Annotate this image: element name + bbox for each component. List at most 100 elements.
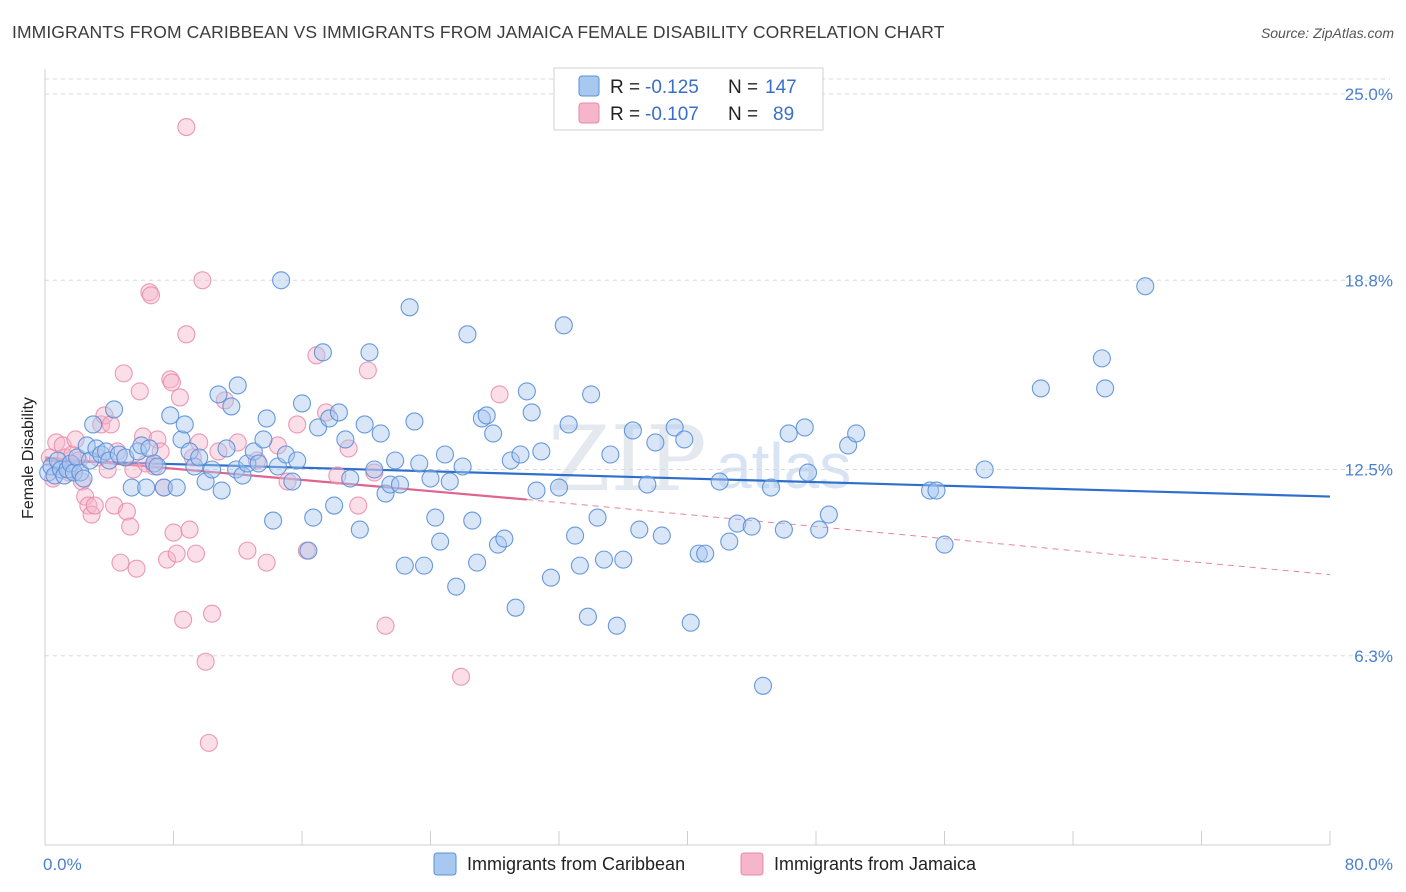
caribbean-point-65 [336,430,355,449]
chart-title: IMMIGRANTS FROM CARIBBEAN VS IMMIGRANTS … [12,22,945,42]
caribbean-point-124 [689,544,708,563]
stats-legend: R = -0.125 N = 147 R = -0.107 N = 89 [553,67,824,131]
caribbean-point-44 [228,376,247,395]
caribbean-point-19 [105,400,124,419]
caribbean-point-90 [468,553,487,572]
caribbean-point-107 [566,526,585,545]
caribbean-point-36 [190,448,209,467]
jamaica-point-69 [490,385,509,404]
legend-r-value-pink: -0.107 [645,104,699,125]
caribbean-point-48 [249,454,268,473]
caribbean-point-97 [506,598,525,617]
caribbean-point-69 [360,343,379,362]
caribbean-point-8 [64,463,83,482]
caribbean-point-55 [283,472,302,491]
caribbean-point-116 [623,421,642,440]
caribbean-point-129 [742,517,761,536]
caribbean-point-76 [395,556,414,575]
jamaica-point-24 [117,502,136,521]
caribbean-point-118 [638,475,657,494]
caribbean-point-71 [371,424,390,443]
jamaica-point-50 [203,604,222,623]
caribbean-point-89 [463,511,482,530]
caribbean-point-125 [696,544,715,563]
y-tick-label-3: 25.0% [1345,85,1393,104]
caribbean-point-81 [421,469,440,488]
caribbean-point-102 [532,442,551,461]
caribbean-point-121 [665,418,684,437]
jamaica-point-58 [278,472,297,491]
caribbean-point-83 [431,532,450,551]
gridlines [45,78,1390,657]
caribbean-point-141 [927,481,946,500]
caribbean-point-79 [410,454,429,473]
caribbean-point-64 [329,403,348,422]
caribbean-point-62 [320,409,339,428]
caribbean-point-117 [630,520,649,539]
caribbean-point-35 [185,457,204,476]
caribbean-point-133 [779,424,798,443]
caribbean-point-74 [386,451,405,470]
jamaica-points [40,118,509,752]
series-legend-label-jamaica: Immigrants from Jamaica [774,854,977,874]
series-legend-label-caribbean: Immigrants from Caribbean [467,854,685,874]
caribbean-point-128 [728,514,747,533]
caribbean-point-105 [554,316,573,335]
series-legend-swatch-caribbean [433,852,457,876]
caribbean-point-109 [578,607,597,626]
caribbean-point-29 [154,478,173,497]
caribbean-point-115 [614,550,633,569]
series-legend-swatch-jamaica [740,852,764,876]
source-attribution: Source: ZipAtlas.com [1260,25,1394,41]
caribbean-point-84 [435,445,455,464]
jamaica-point-49 [199,733,218,752]
caribbean-point-66 [341,469,360,488]
legend-n-value-blue: 147 [765,77,797,98]
jamaica-point-14 [85,496,104,515]
jamaica-point-40 [170,388,189,407]
caribbean-point-119 [646,433,665,452]
caribbean-point-14 [84,415,103,434]
jamaica-point-48 [196,652,215,671]
caribbean-point-41 [217,439,236,458]
caribbean-point-140 [920,481,940,500]
jamaica-point-41 [174,610,193,629]
caribbean-point-146 [1096,379,1115,398]
caribbean-point-26 [140,439,159,458]
caribbean-point-77 [400,298,419,317]
caribbean-point-31 [167,478,186,497]
caribbean-point-45 [233,466,252,485]
y-tick-label-0: 6.3% [1354,647,1393,666]
caribbean-point-82 [426,508,445,527]
caribbean-point-135 [798,463,818,482]
jamaica-point-42 [177,325,196,344]
x-tick-label-max: 80.0% [1345,855,1393,874]
caribbean-point-75 [390,475,410,494]
caribbean-point-38 [203,460,222,479]
legend-r-label-blue: R = [610,77,640,98]
caribbean-point-95 [495,529,514,548]
caribbean-point-91 [472,409,491,428]
y-tick-label-1: 12.5% [1345,461,1393,480]
caribbean-point-28 [148,457,167,476]
caribbean-point-85 [440,472,459,491]
caribbean-point-130 [753,676,773,695]
jamaica-point-66 [358,361,377,380]
legend-n-label-blue: N = [728,77,758,98]
caribbean-point-70 [365,460,384,479]
caribbean-point-126 [710,472,729,491]
caribbean-point-147 [1136,277,1155,296]
caribbean-point-72 [376,484,395,503]
caribbean-point-127 [720,532,739,551]
caribbean-points [39,271,1155,695]
caribbean-point-67 [350,520,369,539]
jamaica-point-39 [167,544,186,563]
axes [44,69,1331,846]
jamaica-point-22 [111,553,130,572]
legend-r-label-pink: R = [610,104,640,125]
tick-labels: 6.3% 12.5% 18.8% 25.0% 0.0% 80.0% [43,85,1393,874]
y-tick-label-2: 18.8% [1345,271,1393,290]
caribbean-point-42 [222,397,241,416]
caribbean-point-145 [1092,349,1111,368]
caribbean-point-111 [588,508,607,527]
